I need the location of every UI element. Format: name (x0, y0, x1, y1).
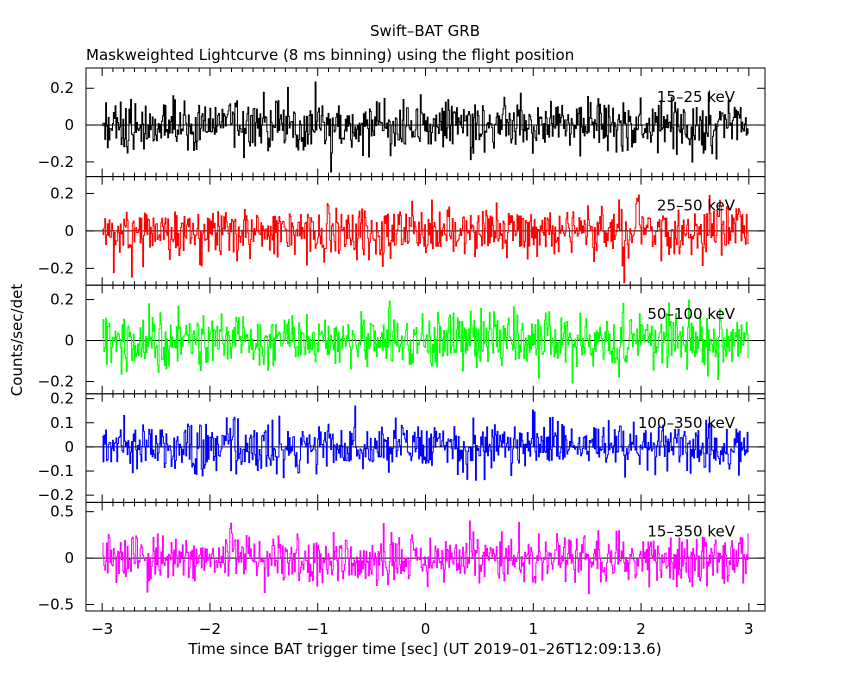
panel-2: 0.2 0 −0.2 50–100 keV (38, 284, 766, 395)
panel-1: 0.2 0 −0.2 25–50 keV (38, 176, 766, 286)
y-tick-label: 0 (64, 438, 74, 456)
y-tick-label: 0.5 (50, 503, 74, 521)
chart-subtitle: Maskweighted Lightcurve (8 ms binning) u… (86, 46, 574, 64)
y-tick-label: 0 (64, 116, 74, 134)
y-tick-label: −0.2 (38, 373, 74, 391)
y-tick-label: −0.2 (38, 486, 74, 504)
panels-group: 0.2 0 −0.2 15–25 keV 0.2 0 −0.2 25–50 keV 0.2 0 −0… (38, 67, 766, 638)
y-tick-label: 0 (64, 222, 74, 240)
y-tick-label: 0.1 (50, 414, 74, 432)
series-line (102, 194, 749, 284)
panel-frame (85, 393, 766, 503)
panel-4: 0.5 0 −0.5 15–350 keV (38, 501, 766, 614)
y-tick-label: 0.2 (50, 79, 74, 97)
x-tick-label: 1 (529, 620, 539, 638)
panel-band-label: 15–350 keV (647, 522, 735, 540)
panel-band-label: 15–25 keV (657, 88, 736, 106)
y-tick-label: 0.2 (50, 291, 74, 309)
x-tick-label: 0 (421, 620, 431, 638)
y-tick-label: −0.5 (38, 596, 74, 614)
x-tick-label: −2 (199, 620, 221, 638)
panel-0: 0.2 0 −0.2 15–25 keV (38, 67, 766, 178)
chart-title: Swift–BAT GRB (370, 22, 480, 40)
x-tick-label: 3 (744, 620, 754, 638)
y-tick-label: 0.2 (50, 184, 74, 202)
series-line (102, 520, 749, 595)
y-axis-label: Counts/sec/det (8, 284, 26, 397)
y-tick-label: −0.2 (38, 153, 74, 171)
panel-3: 0.2 0.1 0 −0.1 −0.2 100–350 keV (38, 390, 766, 504)
panel-band-label: 25–50 keV (657, 197, 736, 215)
x-tick-label: −1 (307, 620, 329, 638)
y-tick-label: 0 (64, 549, 74, 567)
panel-band-label: 50–100 keV (647, 305, 735, 323)
x-tick-label: 2 (636, 620, 646, 638)
y-tick-label: 0 (64, 332, 74, 350)
y-tick-label: −0.1 (38, 462, 74, 480)
series-line (102, 405, 749, 481)
y-tick-label: −0.2 (38, 259, 74, 277)
y-tick-label: 0.2 (50, 390, 74, 408)
x-axis-label: Time since BAT trigger time [sec] (UT 20… (187, 640, 661, 658)
panel-band-label: 100–350 keV (638, 414, 736, 432)
x-tick-label: −3 (91, 620, 113, 638)
series-line (102, 299, 749, 384)
series-line (102, 81, 749, 173)
